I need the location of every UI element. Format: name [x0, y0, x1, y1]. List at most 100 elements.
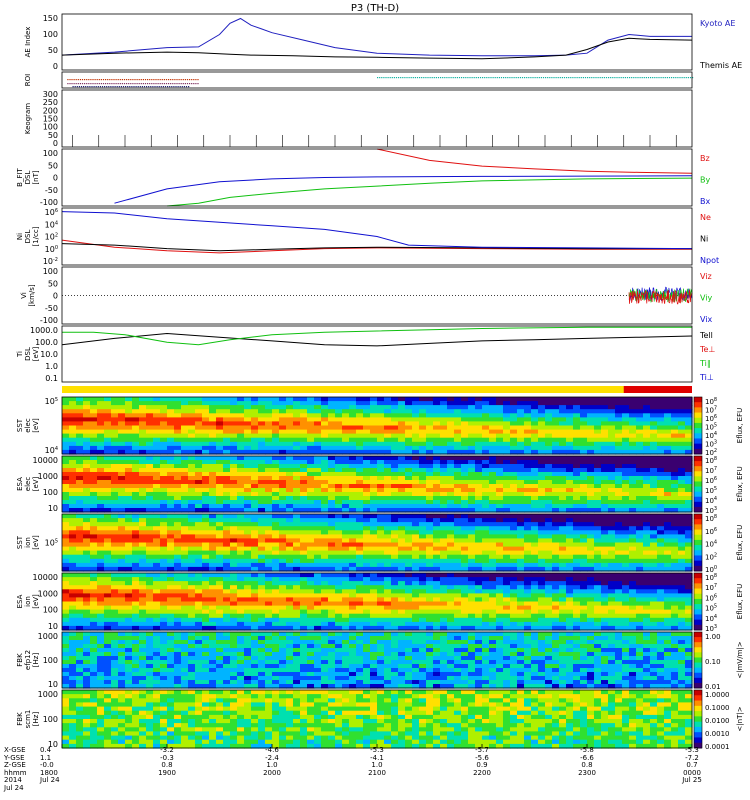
- spectrogram-cell: [398, 425, 406, 431]
- spectrogram-cell: [139, 433, 147, 439]
- spectrogram-cell: [391, 573, 399, 578]
- spectrogram-cell: [321, 613, 329, 619]
- spectrogram-cell: [419, 409, 427, 414]
- y-axis-label: Ni: [16, 233, 24, 240]
- spectrogram-cell: [363, 456, 371, 461]
- spectrogram-cell: [503, 522, 511, 527]
- spectrogram-cell: [146, 538, 154, 544]
- roi-dot: [557, 77, 559, 79]
- spectrogram-cell: [510, 405, 518, 410]
- spectrogram-cell: [230, 508, 238, 513]
- roi-dot: [159, 79, 161, 81]
- spectrogram-cell: [636, 542, 644, 548]
- spectrogram-cell: [650, 441, 658, 447]
- spectrogram-cell: [160, 550, 168, 556]
- spectrogram-cell: [524, 554, 532, 560]
- spectrogram-cell: [321, 514, 329, 519]
- spectrogram-cell: [265, 397, 273, 402]
- spectrogram-cell: [545, 508, 553, 513]
- spectrogram-cell: [454, 433, 462, 439]
- spectrogram-cell: [237, 585, 245, 590]
- spectrogram-cell: [468, 433, 476, 439]
- spectrogram-cell: [265, 492, 273, 497]
- spectrogram-cell: [594, 550, 602, 556]
- spectrogram-cell: [601, 550, 609, 556]
- spectrogram-cell: [146, 589, 154, 594]
- spectrogram-cell: [636, 500, 644, 505]
- spectrogram-cell: [216, 460, 224, 465]
- spectrogram-cell: [300, 468, 308, 473]
- spectrogram-cell: [76, 421, 84, 427]
- spectrogram-cell: [83, 526, 91, 531]
- spectrogram-cell: [377, 530, 385, 535]
- spectrogram-cell: [230, 421, 238, 427]
- spectrogram-cell: [384, 534, 392, 540]
- spectrogram-cell: [188, 589, 196, 594]
- spectrogram-cell: [342, 617, 350, 623]
- spectrogram-cell: [447, 496, 455, 501]
- spectrogram-cell: [83, 530, 91, 535]
- spectrogram-cell: [678, 456, 686, 461]
- spectrogram-cell: [111, 488, 119, 493]
- spectrogram-cell: [139, 441, 147, 447]
- spectrogram-cell: [258, 585, 266, 590]
- spectrogram-cell: [293, 413, 301, 418]
- spectrogram-cell: [272, 433, 280, 439]
- spectrogram-cell: [118, 530, 126, 535]
- roi-dot: [398, 77, 400, 79]
- spectrogram-cell: [629, 546, 637, 552]
- spectrogram-cell: [356, 601, 364, 607]
- spectrogram-cell: [132, 417, 140, 423]
- spectrogram-cell: [615, 429, 623, 435]
- spectrogram-cell: [335, 468, 343, 473]
- spectrogram-cell: [90, 456, 98, 461]
- spectrogram-cell: [671, 496, 679, 501]
- spectrogram-cell: [272, 526, 280, 531]
- spectrogram-cell: [76, 609, 84, 615]
- spectrogram-cell: [293, 573, 301, 578]
- roi-dot: [125, 86, 127, 88]
- spectrogram-cell: [412, 573, 420, 578]
- spectrogram-cell: [503, 460, 511, 465]
- y-axis-label: elec: [24, 477, 32, 492]
- spectrogram-cell: [580, 421, 588, 427]
- spectrogram-cell: [174, 581, 182, 586]
- spectrogram-cell: [552, 562, 560, 568]
- spectrogram-cell: [209, 500, 217, 505]
- spectrogram-cell: [251, 429, 259, 435]
- spectrogram-cell: [587, 492, 595, 497]
- spectrogram-cell: [321, 413, 329, 418]
- spectrogram-cell: [293, 508, 301, 513]
- spectrogram-cell: [111, 476, 119, 481]
- spectrogram-cell: [426, 484, 434, 489]
- spectrogram-cell: [118, 464, 126, 469]
- spectrogram-cell: [454, 504, 462, 509]
- spectrogram-cell: [643, 472, 651, 477]
- spectrogram-cell: [356, 492, 364, 497]
- spectrogram-cell: [538, 413, 546, 418]
- roi-dot: [555, 77, 557, 79]
- spectrogram-cell: [559, 542, 567, 548]
- spectrogram-cell: [195, 550, 203, 556]
- spectrogram-cell: [510, 460, 518, 465]
- roi-dot: [631, 77, 633, 79]
- spectrogram-cell: [461, 538, 469, 544]
- spectrogram-cell: [363, 530, 371, 535]
- spectrogram-cell: [76, 445, 84, 451]
- spectrogram-cell: [370, 625, 378, 631]
- spectrogram-cell: [223, 522, 231, 527]
- spectrogram-cell: [90, 518, 98, 523]
- spectrogram-cell: [174, 409, 182, 414]
- spectrogram-cell: [286, 609, 294, 615]
- spectrogram-cell: [244, 488, 252, 493]
- spectrogram-cell: [251, 480, 259, 485]
- y-tick-label: 50: [48, 279, 58, 288]
- spectrogram-cell: [272, 546, 280, 552]
- spectrogram-cell: [286, 562, 294, 568]
- spectrogram-cell: [685, 492, 693, 497]
- spectrogram-cell: [251, 538, 259, 544]
- spectrogram-cell: [153, 409, 161, 414]
- spectrogram-cell: [531, 405, 539, 410]
- spectrogram-cell: [370, 425, 378, 431]
- spectrogram-cell: [538, 496, 546, 501]
